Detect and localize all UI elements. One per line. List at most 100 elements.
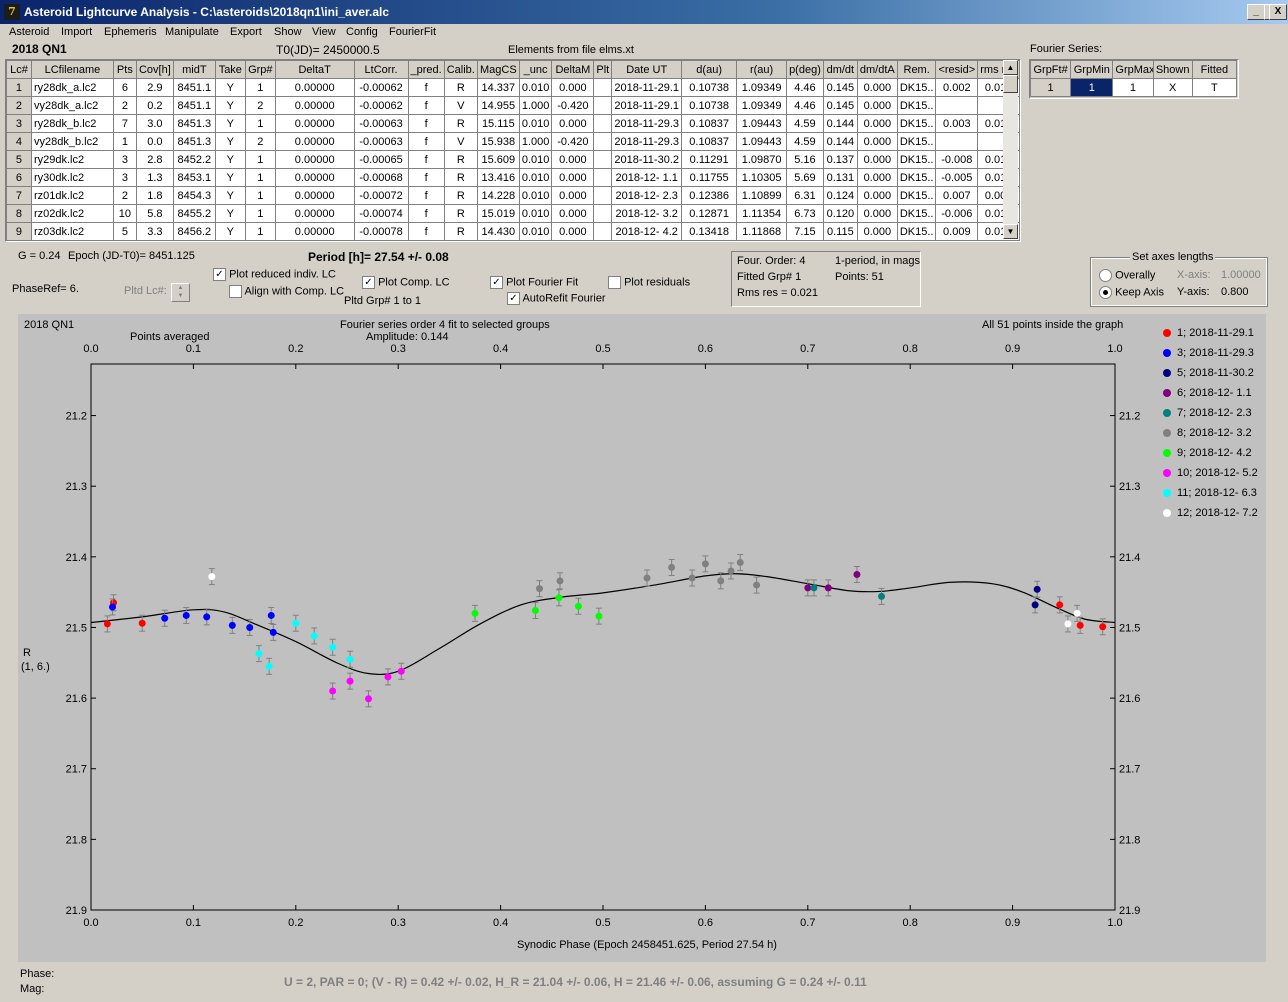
- table-cell[interactable]: -0.006: [935, 204, 979, 223]
- table-cell[interactable]: 0.10837: [681, 132, 738, 151]
- table-cell[interactable]: R: [443, 204, 478, 223]
- scrollbar-thumb[interactable]: [1003, 75, 1018, 93]
- col-header[interactable]: midT: [172, 60, 216, 79]
- table-cell[interactable]: 0.000: [856, 186, 898, 205]
- table-cell[interactable]: 8453.1: [172, 168, 216, 187]
- table-cell[interactable]: Y: [214, 78, 246, 97]
- lightcurve-plot[interactable]: 2018 QN1 Fourier series order 4 fit to s…: [18, 314, 1266, 962]
- table-row[interactable]: 8 rz02dk.lc2 10 5.8 8455.2 Y 1 0.00000 -0.00074 f…: [6, 204, 1020, 223]
- menu-manipulate[interactable]: Manipulate: [165, 26, 219, 38]
- table-cell[interactable]: 8454.3: [172, 186, 216, 205]
- plot-fourier-checkbox[interactable]: ✓ Plot Fourier Fit: [490, 276, 578, 289]
- table-cell[interactable]: f: [407, 204, 445, 223]
- table-cell[interactable]: 4.46: [786, 96, 824, 115]
- table-cell[interactable]: 2: [112, 186, 137, 205]
- col-header[interactable]: LtCorr.: [353, 60, 409, 79]
- table-cell[interactable]: 8451.1: [172, 78, 216, 97]
- table-cell[interactable]: 0.120: [822, 204, 858, 223]
- table-cell[interactable]: 4.59: [786, 132, 824, 151]
- table-cell[interactable]: [593, 114, 613, 133]
- col-header[interactable]: Date UT: [611, 60, 683, 79]
- table-cell[interactable]: 0.145: [822, 78, 858, 97]
- table-cell[interactable]: 2018-11-29.3: [611, 114, 683, 133]
- table-cell[interactable]: 1.000: [518, 132, 553, 151]
- table-row[interactable]: 5 ry29dk.lc2 3 2.8 8452.2 Y 1 0.00000 -0.00065 f R…: [6, 150, 1020, 169]
- col-header[interactable]: <resid>: [935, 60, 979, 79]
- table-cell[interactable]: 0.000: [856, 168, 898, 187]
- overally-radio-icon[interactable]: [1099, 269, 1112, 282]
- table-cell[interactable]: 1: [244, 78, 276, 97]
- table-cell[interactable]: -0.420: [551, 132, 595, 151]
- table-cell[interactable]: 1.09870: [736, 150, 788, 169]
- table-cell[interactable]: 2018-12- 1.1: [611, 168, 683, 187]
- table-cell[interactable]: 0.010: [518, 186, 553, 205]
- plot-residuals-check-icon[interactable]: [608, 276, 621, 289]
- table-cell[interactable]: 4.59: [786, 114, 824, 133]
- table-cell[interactable]: -0.005: [935, 168, 979, 187]
- menu-export[interactable]: Export: [230, 26, 262, 38]
- table-cell[interactable]: R: [443, 150, 478, 169]
- table-cell[interactable]: 0.010: [518, 78, 553, 97]
- table-cell[interactable]: Y: [214, 150, 246, 169]
- table-cell[interactable]: 2: [112, 96, 137, 115]
- menu-fourierfit[interactable]: FourierFit: [389, 26, 437, 38]
- col-header[interactable]: _pred.: [407, 60, 445, 79]
- table-cell[interactable]: f: [407, 168, 445, 187]
- col-header[interactable]: dm/dt: [822, 60, 858, 79]
- table-cell[interactable]: 1.09349: [736, 78, 788, 97]
- table-cell[interactable]: -0.00072: [353, 186, 409, 205]
- col-header[interactable]: Take: [214, 60, 246, 79]
- table-cell[interactable]: 0.000: [551, 204, 595, 223]
- table-cell[interactable]: 1.3: [135, 168, 174, 187]
- table-cell[interactable]: 0.115: [822, 222, 858, 241]
- pltd-lc-spinner[interactable]: ▲ ▼: [171, 283, 190, 302]
- col-header[interactable]: _unc: [518, 60, 553, 79]
- table-cell[interactable]: 3: [112, 150, 137, 169]
- table-cell[interactable]: rz03dk.lc2: [30, 222, 114, 241]
- plot-comp-check-icon[interactable]: ✓: [362, 276, 375, 289]
- table-cell[interactable]: Y: [214, 204, 246, 223]
- menu-ephemeris[interactable]: Ephemeris: [104, 26, 157, 38]
- row-header[interactable]: 7: [6, 186, 32, 205]
- menu-config[interactable]: Config: [346, 26, 378, 38]
- plot-residuals-checkbox[interactable]: Plot residuals: [608, 276, 690, 289]
- table-cell[interactable]: 0.12386: [681, 186, 738, 205]
- table-cell[interactable]: 0.010: [518, 114, 553, 133]
- menu-show[interactable]: Show: [274, 26, 302, 38]
- table-cell[interactable]: V: [443, 132, 478, 151]
- table-row[interactable]: 9 rz03dk.lc2 5 3.3 8456.2 Y 1 0.00000 -0.00078 f R…: [6, 222, 1020, 241]
- table-row[interactable]: 6 ry30dk.lc2 3 1.3 8453.1 Y 1 0.00000 -0.00068 f R…: [6, 168, 1020, 187]
- table-cell[interactable]: ry30dk.lc2: [30, 168, 114, 187]
- table-cell[interactable]: 0.000: [551, 114, 595, 133]
- col-header[interactable]: p(deg): [786, 60, 824, 79]
- table-cell[interactable]: 1.09443: [736, 114, 788, 133]
- table-cell[interactable]: [593, 132, 613, 151]
- table-cell[interactable]: 3.3: [135, 222, 174, 241]
- col-header[interactable]: MagCS: [476, 60, 520, 79]
- row-header[interactable]: 2: [6, 96, 32, 115]
- table-cell[interactable]: 0.000: [856, 222, 898, 241]
- table-cell[interactable]: 0.00000: [274, 132, 355, 151]
- table-cell[interactable]: 0.11755: [681, 168, 738, 187]
- col-header[interactable]: DeltaT: [274, 60, 355, 79]
- table-cell[interactable]: DK15..: [896, 168, 937, 187]
- table-cell[interactable]: Y: [214, 114, 246, 133]
- fourier-cell-grpmax[interactable]: 1: [1112, 78, 1154, 97]
- table-cell[interactable]: 0.010: [518, 222, 553, 241]
- table-cell[interactable]: vy28dk_a.lc2: [30, 96, 114, 115]
- table-cell[interactable]: 15.609: [476, 150, 520, 169]
- menu-import[interactable]: Import: [61, 26, 93, 38]
- col-header[interactable]: r(au): [736, 60, 788, 79]
- table-cell[interactable]: 1.000: [518, 96, 553, 115]
- table-cell[interactable]: rz02dk.lc2: [30, 204, 114, 223]
- table-cell[interactable]: 15.115: [476, 114, 520, 133]
- table-cell[interactable]: 1: [112, 132, 137, 151]
- table-cell[interactable]: 14.337: [476, 78, 520, 97]
- table-cell[interactable]: 1.10305: [736, 168, 788, 187]
- table-row[interactable]: 1 ry28dk_a.lc2 6 2.9 8451.1 Y 1 0.00000 -0.00062…: [6, 78, 1020, 97]
- table-cell[interactable]: 2: [244, 132, 276, 151]
- table-cell[interactable]: -0.00062: [353, 96, 409, 115]
- table-cell[interactable]: 5: [112, 222, 137, 241]
- table-cell[interactable]: 0.144: [822, 132, 858, 151]
- table-cell[interactable]: 7: [112, 114, 137, 133]
